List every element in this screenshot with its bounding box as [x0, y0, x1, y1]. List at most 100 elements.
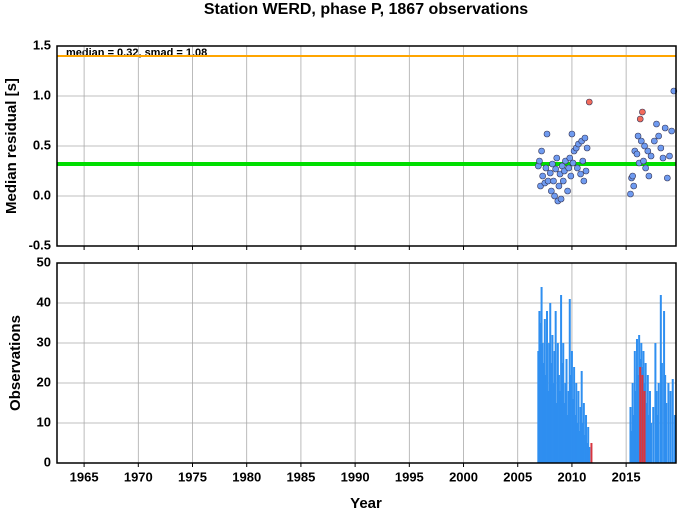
bar [551, 335, 554, 463]
data-point [666, 152, 673, 160]
bar [557, 375, 560, 463]
x-tick-label: 1995 [395, 469, 424, 484]
y-tick-label: 30 [37, 334, 51, 349]
bar [631, 383, 634, 463]
bar [642, 351, 645, 463]
bar [553, 351, 556, 463]
bar [580, 371, 583, 463]
bar [567, 391, 570, 463]
y-tick-label: 40 [37, 294, 51, 309]
data-point [564, 187, 571, 195]
x-tick-label: 1990 [341, 469, 370, 484]
bar [541, 343, 544, 463]
bar [634, 391, 637, 463]
annotation: median = 0.32, smad = 1.08 [66, 47, 207, 59]
data-point [567, 172, 575, 180]
bar [570, 351, 573, 463]
bar [646, 375, 649, 463]
data-point [580, 177, 588, 185]
plot-frame [56, 262, 677, 464]
bar [630, 431, 633, 463]
data-point [655, 132, 662, 140]
y-tick-label: 0.0 [33, 187, 51, 202]
data-point [634, 132, 642, 140]
data-point [565, 164, 572, 172]
bar [590, 443, 593, 463]
bar [645, 403, 648, 463]
data-point [555, 182, 563, 190]
data-point [636, 115, 644, 123]
bar [652, 407, 655, 463]
bar [633, 351, 636, 463]
x-tick-label: 1965 [70, 469, 99, 484]
bar [572, 399, 575, 463]
bar [544, 375, 547, 463]
bar [550, 363, 553, 463]
bar [577, 391, 580, 463]
data-point [551, 192, 558, 200]
data-point [536, 157, 543, 165]
bar [552, 383, 555, 463]
data-point [633, 150, 641, 158]
data-point [548, 187, 555, 195]
bar [562, 343, 565, 463]
data-point [627, 190, 634, 198]
bar [581, 423, 584, 463]
x-tick-label: 1970 [124, 469, 153, 484]
bar [673, 415, 676, 463]
bar [664, 375, 667, 463]
data-point [549, 160, 556, 168]
bar [564, 383, 567, 463]
bar [554, 311, 557, 463]
bar [650, 423, 653, 463]
bar [566, 415, 569, 463]
bar [647, 415, 650, 463]
data-point [577, 170, 584, 178]
x-axis-label: Year [350, 495, 382, 511]
x-tick-label: 2010 [557, 469, 586, 484]
y-axis-label: Observations [7, 315, 24, 411]
data-point [544, 177, 552, 185]
bar [542, 363, 545, 463]
data-point [582, 167, 590, 175]
bar [579, 407, 582, 463]
bar [576, 423, 579, 463]
bar [561, 363, 564, 463]
bar [560, 295, 563, 463]
bar [638, 335, 641, 463]
bar [667, 383, 670, 463]
bar [578, 431, 581, 463]
bar [639, 367, 642, 463]
y-tick-label: 1.5 [33, 37, 51, 52]
data-point [647, 152, 655, 160]
y-tick-label: 50 [37, 254, 51, 269]
x-tick-label: 2005 [503, 469, 532, 484]
bar [660, 363, 663, 463]
bar [586, 443, 589, 463]
data-point [583, 144, 591, 152]
bar [663, 311, 666, 463]
bar [568, 299, 571, 463]
bar [635, 339, 638, 463]
y-tick-label: 0 [44, 454, 51, 469]
bar [545, 311, 548, 463]
data-point [542, 164, 550, 172]
bar [585, 415, 588, 463]
bar [588, 447, 591, 463]
data-point [553, 154, 561, 162]
bar [644, 363, 647, 463]
bar [629, 407, 632, 463]
data-point [585, 98, 593, 106]
data-point [651, 137, 658, 145]
bar [540, 287, 543, 463]
data-point [568, 130, 576, 138]
bar [657, 383, 660, 463]
bar [583, 435, 586, 463]
data-point [657, 144, 665, 152]
bar [654, 343, 657, 463]
bar [555, 403, 558, 463]
data-point [581, 134, 589, 142]
bar [569, 375, 572, 463]
data-point [668, 127, 675, 135]
